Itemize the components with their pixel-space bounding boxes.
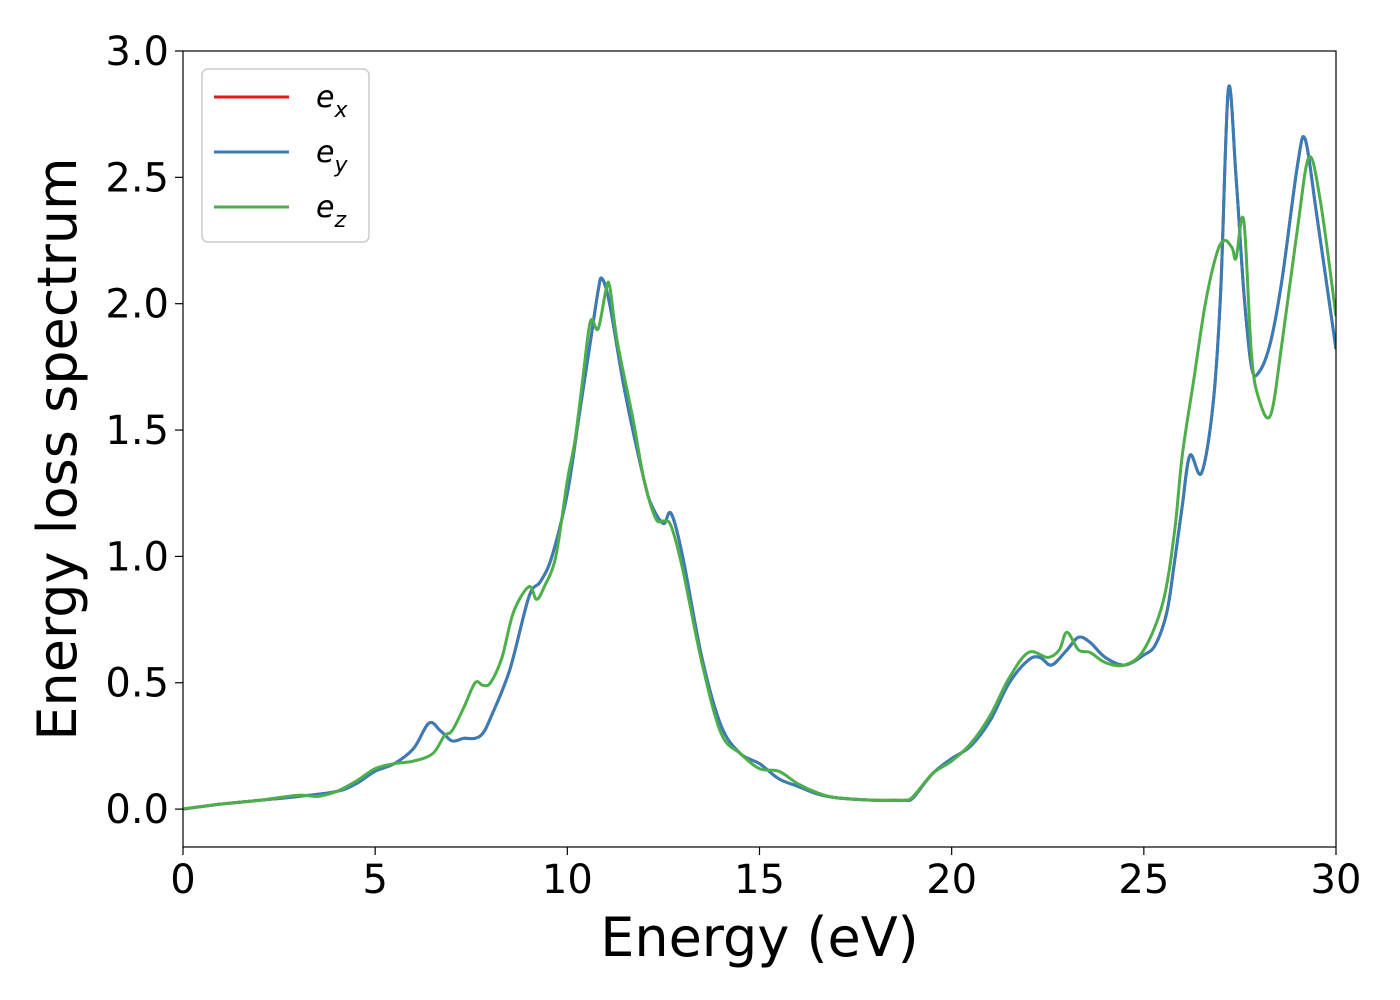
x-axis: 0 5 10 15 20 25 30	[170, 847, 1361, 903]
legend-label: ey	[316, 135, 348, 178]
legend-item-y: ey	[214, 135, 348, 178]
x-tick-label: 15	[734, 857, 785, 903]
y-tick-label: 1.5	[105, 408, 169, 454]
x-tick-label: 20	[926, 857, 977, 903]
legend-label: ex	[316, 80, 348, 123]
legend-label-base: e	[316, 135, 334, 170]
series-layer	[183, 84, 1336, 811]
legend-label-base: e	[316, 190, 334, 225]
x-tick-label: 30	[1311, 857, 1362, 903]
y-tick-label: 0.0	[105, 787, 169, 833]
x-tick-label: 5	[362, 857, 387, 903]
series-line-z	[183, 155, 1336, 811]
y-tick-label: 1.0	[105, 534, 169, 580]
legend-box	[201, 68, 370, 243]
y-tick-label: 0.5	[105, 661, 169, 707]
legend-label: ez	[316, 190, 346, 233]
legend-item-z: ez	[214, 190, 346, 233]
x-tick-label: 0	[170, 857, 195, 903]
legend-label-subscript: x	[333, 98, 348, 123]
legend-label-subscript: y	[333, 153, 348, 178]
y-axis-label: Energy loss spectrum	[26, 157, 89, 740]
x-tick-label: 25	[1118, 857, 1169, 903]
y-axis: 0.0 0.5 1.0 1.5 2.0 2.5 3.0	[105, 29, 183, 833]
x-tick-label: 10	[542, 857, 593, 903]
x-axis-label: Energy (eV)	[600, 906, 919, 969]
legend-label-base: e	[316, 80, 334, 115]
legend-item-x: ex	[214, 80, 348, 123]
y-tick-label: 3.0	[105, 29, 169, 75]
y-tick-label: 2.5	[105, 155, 169, 201]
legend-label-subscript: z	[333, 208, 346, 233]
y-tick-label: 2.0	[105, 282, 169, 328]
